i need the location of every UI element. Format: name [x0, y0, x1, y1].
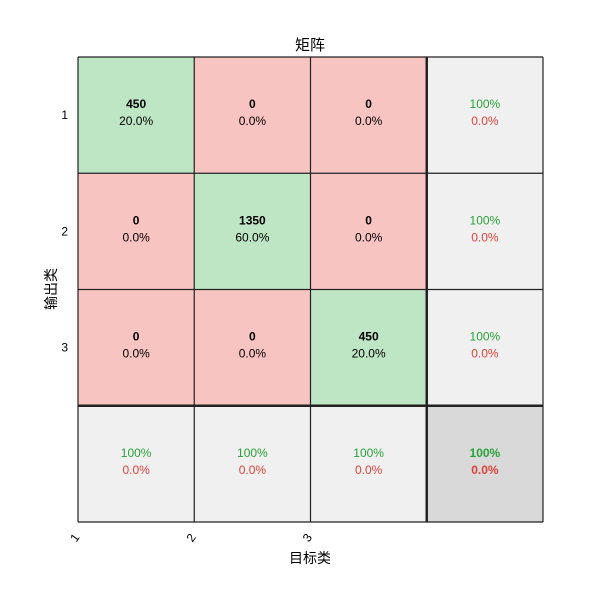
- summary-error-rate: 0.0%: [471, 114, 499, 128]
- row-summary-cell-bg: [426, 289, 543, 406]
- row-summary-cell-bg: [426, 173, 543, 290]
- matrix-cell-bg: [194, 57, 311, 174]
- x-axis-label: 目标类: [289, 551, 331, 567]
- matrix-cell: 0 0.0%: [194, 289, 311, 406]
- cell-count: 0: [133, 213, 140, 227]
- matrix-cell: 0 0.0%: [78, 289, 195, 406]
- cell-percent: 0.0%: [122, 230, 150, 244]
- summary-error-rate: 0.0%: [122, 463, 150, 477]
- matrix-cell-bg: [78, 57, 195, 174]
- cell-count: 0: [249, 330, 256, 344]
- matrix-cell: 0 0.0%: [310, 57, 427, 174]
- overall-summary-cell-bg: [426, 405, 543, 522]
- matrix-cell-bg: [310, 57, 427, 174]
- summary-error-rate: 0.0%: [471, 347, 499, 361]
- matrix-cell: 0 0.0%: [78, 173, 195, 290]
- row-summary-cell: 100% 0.0%: [426, 173, 543, 290]
- cell-count: 450: [359, 330, 379, 344]
- summary-error-rate: 0.0%: [239, 463, 267, 477]
- summary-correct-rate: 100%: [353, 446, 384, 460]
- cell-percent: 0.0%: [122, 347, 150, 361]
- row-summary-cell: 100% 0.0%: [426, 289, 543, 406]
- cell-percent: 0.0%: [355, 114, 383, 128]
- y-tick-label: 3: [61, 341, 68, 355]
- column-summary-cell: 100% 0.0%: [78, 405, 195, 522]
- column-summary-cell-bg: [78, 405, 195, 522]
- cell-percent: 0.0%: [355, 230, 383, 244]
- cell-count: 0: [365, 97, 372, 111]
- cell-count: 0: [133, 330, 140, 344]
- chart-title: 矩阵: [295, 36, 325, 54]
- matrix-cell-bg: [310, 289, 427, 406]
- cell-percent: 60.0%: [235, 230, 269, 244]
- summary-correct-rate: 100%: [470, 446, 501, 460]
- row-summary-cell-bg: [426, 57, 543, 174]
- summary-error-rate: 0.0%: [471, 230, 499, 244]
- column-summary-cell-bg: [194, 405, 311, 522]
- cell-percent: 0.0%: [239, 114, 267, 128]
- column-summary-cell-bg: [310, 405, 427, 522]
- matrix-cell: 0 0.0%: [310, 173, 427, 290]
- y-axis-label: 输出类: [44, 268, 60, 310]
- summary-correct-rate: 100%: [470, 330, 501, 344]
- matrix-cell-bg: [310, 173, 427, 290]
- matrix-cell: 450 20.0%: [78, 57, 195, 174]
- x-tick-label: 3: [300, 531, 315, 545]
- overall-summary-cell: 100% 0.0%: [426, 405, 543, 522]
- matrix-cell: 1350 60.0%: [194, 173, 311, 290]
- x-tick-label: 1: [67, 531, 82, 545]
- cell-count: 450: [126, 97, 146, 111]
- summary-error-rate: 0.0%: [471, 463, 499, 477]
- cell-percent: 0.0%: [239, 347, 267, 361]
- summary-error-rate: 0.0%: [355, 463, 383, 477]
- row-summary-cell: 100% 0.0%: [426, 57, 543, 174]
- matrix-cell: 450 20.0%: [310, 289, 427, 406]
- cell-percent: 20.0%: [352, 347, 386, 361]
- column-summary-cell: 100% 0.0%: [194, 405, 311, 522]
- summary-correct-rate: 100%: [121, 446, 152, 460]
- matrix-cells: 450 20.0% 0 0.0% 0 0.0% 100% 0.0% 0 0.0% 1350 60.0%…: [78, 57, 543, 522]
- x-tick-label: 2: [183, 531, 198, 545]
- cell-count: 1350: [239, 213, 266, 227]
- summary-correct-rate: 100%: [237, 446, 268, 460]
- column-summary-cell: 100% 0.0%: [310, 405, 427, 522]
- cell-count: 0: [365, 213, 372, 227]
- matrix-cell-bg: [194, 173, 311, 290]
- cell-percent: 20.0%: [119, 114, 153, 128]
- summary-correct-rate: 100%: [470, 213, 501, 227]
- matrix-cell-bg: [194, 289, 311, 406]
- matrix-cell-bg: [78, 173, 195, 290]
- summary-correct-rate: 100%: [470, 97, 501, 111]
- y-tick-label: 2: [61, 224, 68, 238]
- y-tick-label: 1: [61, 108, 68, 122]
- matrix-cell: 0 0.0%: [194, 57, 311, 174]
- matrix-cell-bg: [78, 289, 195, 406]
- matrix-grid: [77, 56, 544, 523]
- cell-count: 0: [249, 97, 256, 111]
